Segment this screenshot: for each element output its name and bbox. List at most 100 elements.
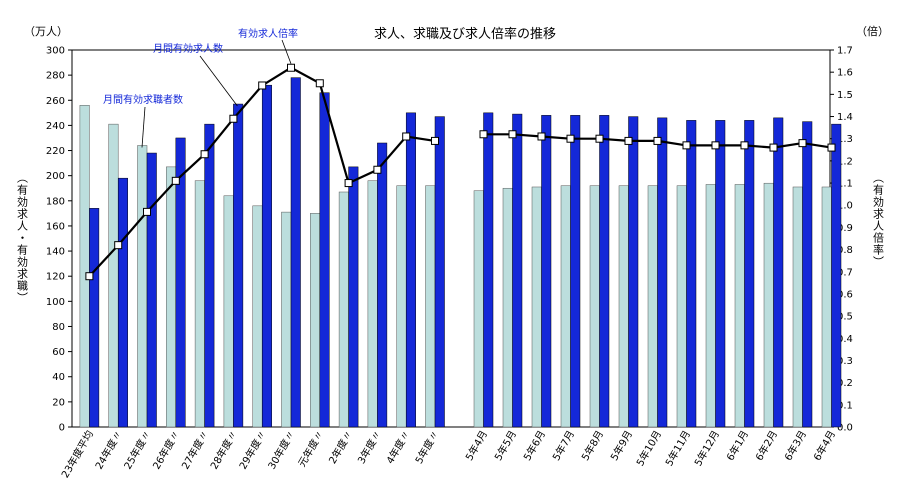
y-left-tick-label: 20 bbox=[52, 397, 65, 408]
bar-job-seekers bbox=[821, 186, 832, 428]
ratio-point bbox=[315, 79, 324, 88]
ratio-point bbox=[624, 136, 633, 145]
x-tick-label: 5年6月 bbox=[520, 428, 548, 463]
ratio-point bbox=[595, 134, 604, 143]
bar-job-seekers bbox=[647, 185, 658, 428]
bar-job-openings bbox=[434, 116, 445, 428]
bar-job-seekers bbox=[338, 191, 349, 428]
x-tick-label: 5年11月 bbox=[662, 428, 693, 468]
ratio-point bbox=[827, 143, 836, 152]
bar-job-openings bbox=[233, 103, 244, 428]
ratio-point bbox=[287, 63, 295, 72]
y-left-tick-label: 140 bbox=[46, 247, 65, 258]
y-left-tick-label: 260 bbox=[46, 96, 65, 107]
bar-job-openings bbox=[117, 177, 128, 428]
ratio-point bbox=[653, 136, 662, 145]
bar-job-seekers bbox=[281, 211, 292, 428]
bar-job-openings bbox=[204, 123, 215, 428]
y-right-tick-label: 1.2 bbox=[837, 156, 853, 167]
y-right-tick-label: 0.5 bbox=[837, 312, 853, 323]
x-tick-label: 元年度〃 bbox=[295, 428, 326, 469]
bar-job-openings bbox=[175, 137, 186, 428]
x-tick-label: 23年度平均 bbox=[58, 428, 96, 480]
bar-job-openings bbox=[686, 120, 697, 428]
ratio-point bbox=[566, 134, 575, 143]
bar-job-openings bbox=[377, 142, 388, 428]
y-left-tick-label: 0 bbox=[59, 423, 65, 434]
bar-job-seekers bbox=[589, 185, 600, 428]
bar-job-openings bbox=[512, 113, 523, 428]
y-right-tick-label: 0.7 bbox=[837, 267, 853, 278]
bar-job-seekers bbox=[734, 184, 745, 428]
y-right-tick-label: 0.0 bbox=[837, 423, 853, 434]
x-tick-label: 25年度〃 bbox=[121, 428, 154, 472]
annotation-label: 月間有効求職者数 bbox=[103, 93, 183, 106]
bar-job-openings bbox=[628, 116, 639, 428]
y-right-tick-label: 0.6 bbox=[837, 289, 853, 300]
ratio-point bbox=[711, 141, 720, 150]
y-right-tick-label: 1.0 bbox=[837, 201, 853, 212]
bar-job-seekers bbox=[792, 186, 803, 428]
y-right-axis-label: （有効求人倍率） bbox=[872, 172, 885, 268]
bar-job-openings bbox=[483, 112, 494, 428]
x-tick-label: 2年度〃 bbox=[326, 428, 355, 466]
y-left-tick-label: 220 bbox=[46, 146, 65, 157]
bar-job-openings bbox=[319, 92, 330, 428]
bar-job-openings bbox=[773, 117, 784, 428]
ratio-point bbox=[682, 141, 691, 150]
bar-job-seekers bbox=[396, 185, 407, 428]
x-tick-label: 24年度〃 bbox=[92, 428, 125, 472]
y-right-tick-label: 0.2 bbox=[837, 378, 853, 389]
ratio-point bbox=[171, 176, 180, 185]
bar-job-openings bbox=[831, 123, 842, 428]
y-left-axis-label: （有効求人・有効求職） bbox=[16, 172, 29, 304]
ratio-point bbox=[537, 132, 546, 141]
x-tick-label: 26年度〃 bbox=[150, 428, 183, 472]
x-tick-label: 4年度〃 bbox=[383, 428, 412, 466]
ratio-point bbox=[114, 241, 123, 250]
bar-job-openings bbox=[657, 117, 668, 428]
x-tick-label: 6年3月 bbox=[781, 428, 809, 463]
ratio-point bbox=[508, 130, 517, 139]
x-tick-label: 28年度〃 bbox=[207, 428, 240, 472]
y-right-tick-label: 1.5 bbox=[837, 90, 853, 101]
bar-job-openings bbox=[89, 208, 100, 428]
bar-job-openings bbox=[570, 115, 581, 428]
y-right-tick-label: 0.3 bbox=[837, 356, 853, 367]
annotation-leader bbox=[141, 106, 146, 148]
ratio-point bbox=[798, 139, 807, 148]
y-left-tick-label: 60 bbox=[52, 347, 65, 358]
ratio-point bbox=[431, 136, 439, 145]
ratio-point bbox=[258, 81, 267, 90]
x-tick-label: 5年8月 bbox=[578, 428, 606, 463]
bar-job-seekers bbox=[166, 166, 177, 428]
bar-job-openings bbox=[290, 77, 301, 428]
annotation-leader bbox=[281, 39, 292, 64]
bar-job-seekers bbox=[223, 195, 234, 428]
x-tick-label: 29年度〃 bbox=[236, 428, 269, 472]
ratio-point bbox=[143, 207, 151, 216]
ratio-point bbox=[229, 114, 238, 123]
bar-job-seekers bbox=[425, 185, 436, 428]
bar-job-openings bbox=[405, 112, 416, 428]
bar-job-seekers bbox=[79, 105, 90, 428]
y-right-tick-label: 1.3 bbox=[837, 134, 853, 145]
ratio-point bbox=[402, 132, 411, 141]
y-left-tick-label: 200 bbox=[46, 171, 65, 182]
bar-job-seekers bbox=[252, 205, 263, 428]
bar-job-seekers bbox=[531, 186, 542, 428]
y-left-tick-label: 160 bbox=[46, 221, 65, 232]
bar-job-openings bbox=[744, 120, 755, 428]
bar-job-openings bbox=[599, 115, 610, 428]
chart-title: 求人、求職及び求人倍率の推移 bbox=[374, 26, 556, 42]
ratio-point bbox=[479, 130, 488, 139]
ratio-point bbox=[769, 143, 778, 152]
x-tick-label: 5年12月 bbox=[691, 428, 722, 468]
ratio-point bbox=[344, 179, 353, 188]
x-tick-label: 5年5月 bbox=[491, 428, 519, 463]
y-right-unit: （倍） bbox=[856, 24, 889, 38]
x-tick-label: 5年9月 bbox=[607, 428, 635, 463]
y-right-tick-label: 0.9 bbox=[837, 223, 853, 234]
y-right-tick-label: 1.7 bbox=[837, 46, 853, 57]
